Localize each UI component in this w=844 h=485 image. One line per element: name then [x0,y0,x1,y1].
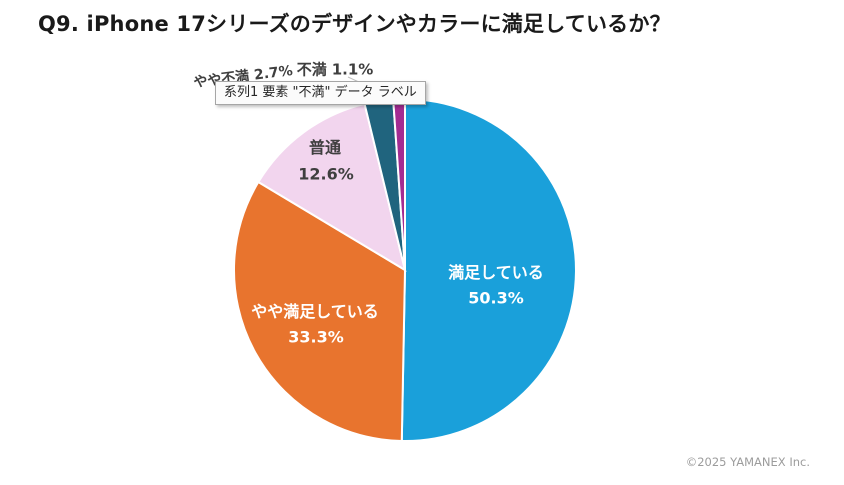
data-label-neutral-pct[interactable]: 12.6% [298,164,354,184]
excel-datalabel-tooltip: 系列1 要素 "不満" データ ラベル [215,81,426,105]
pie-slice-1[interactable] [400,97,577,442]
data-label-dissatisfied-pct: 1.1% [331,60,374,79]
data-label-satisfied-pct[interactable]: 50.3% [468,288,524,308]
data-label-dissatisfied[interactable]: 不満 1.1% [297,59,374,80]
pie-slice-3[interactable] [256,102,407,273]
copyright: ©2025 YAMANEX Inc. [685,455,810,469]
data-label-dissatisfied-name: 不満 [296,60,327,79]
data-label-satisfied-name[interactable]: 満足している [448,263,544,282]
data-label-somewhat-satisfied-pct[interactable]: 33.3% [288,327,344,347]
pie-slice-2[interactable] [233,180,407,442]
chart-title: Q9. iPhone 17シリーズのデザインやカラーに満足しているか？ [38,12,671,36]
data-label-neutral-name[interactable]: 普通 [308,138,342,157]
data-label-somewhat-satisfied-name[interactable]: やや満足している [251,302,379,321]
pie-slices [233,97,577,442]
